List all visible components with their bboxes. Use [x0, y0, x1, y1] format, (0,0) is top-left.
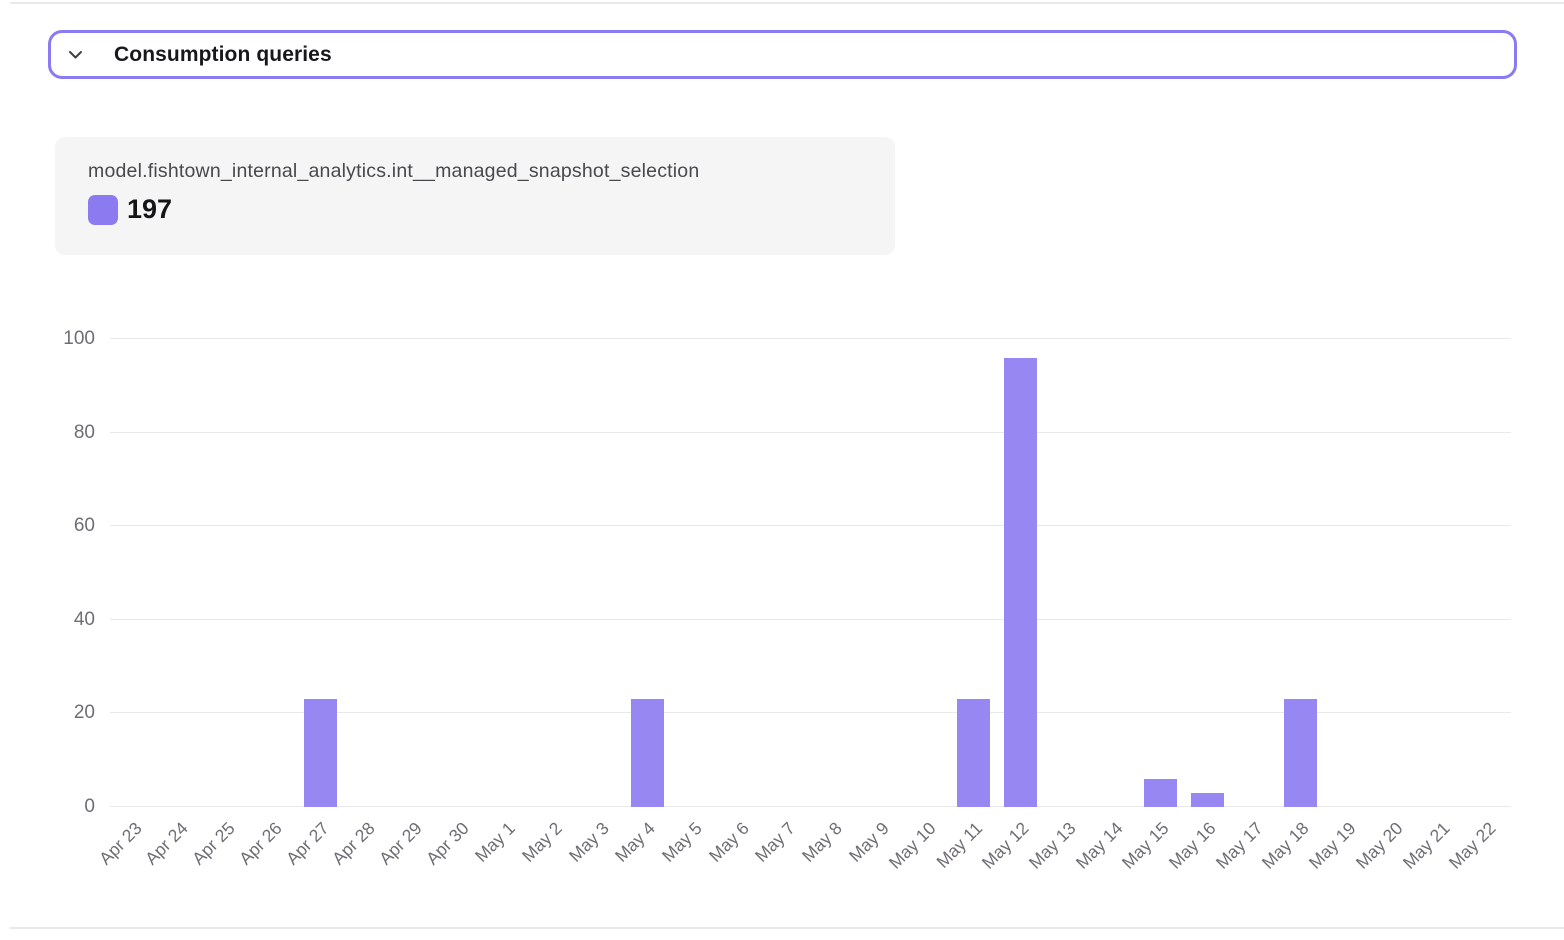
y-axis-tick-label-80: 80: [73, 421, 95, 443]
top-divider: [10, 2, 1564, 4]
gridline-y-20: [110, 712, 1511, 714]
x-axis-tick-label: May 17: [1211, 818, 1267, 873]
x-axis-tick-label: Apr 28: [328, 818, 379, 869]
bar-may-11[interactable]: [957, 699, 991, 807]
series-color-swatch-icon: [88, 194, 118, 225]
y-axis-tick-label-40: 40: [73, 608, 95, 630]
chevron-down-icon: [66, 45, 85, 64]
x-axis-tick-label: May 6: [704, 818, 753, 866]
x-axis-tick-label: May 13: [1024, 818, 1080, 873]
gridline-y-80: [110, 431, 1511, 433]
bar-chart-plot-area: 0 20 40 60 80 100 Apr 23 Apr 24 Apr 25 Apr 26 Apr …: [63, 328, 1511, 873]
gridline-y-0: [110, 806, 1511, 807]
x-axis-tick-label: May 1: [471, 818, 520, 866]
y-axis-tick-label-20: 20: [73, 702, 95, 724]
x-axis-tick-label: May 11: [932, 818, 987, 872]
series-value-row: 197: [88, 194, 895, 225]
gridline-y-40: [110, 618, 1511, 620]
series-label: model.fishtown_internal_analytics.int__m…: [88, 160, 700, 182]
x-axis-tick-label: Apr 26: [234, 818, 286, 869]
x-axis-tick-label: Apr 23: [94, 818, 146, 869]
x-axis-tick-label: May 19: [1304, 818, 1360, 873]
y-axis-tick-label-0: 0: [84, 796, 95, 817]
x-axis-tick-label: May 15: [1118, 818, 1173, 873]
x-axis-tick-label: May 20: [1351, 818, 1407, 873]
bar-may-18[interactable]: [1284, 699, 1318, 807]
bar-may-12[interactable]: [1004, 357, 1038, 807]
series-total-value: 197: [127, 194, 173, 224]
x-axis-tick-label: May 5: [658, 818, 706, 866]
bar-apr-27[interactable]: [303, 699, 337, 807]
x-axis-tick-label: May 16: [1164, 818, 1220, 873]
x-axis-tick-label: May 22: [1445, 818, 1500, 873]
gridline-y-100: [110, 338, 1511, 339]
y-axis-tick-label-100: 100: [63, 328, 95, 349]
bottom-divider: [10, 927, 1564, 929]
x-axis-tick-label: May 2: [517, 818, 566, 866]
bar-may-16[interactable]: [1190, 792, 1224, 807]
x-axis-tick-label: May 18: [1258, 818, 1313, 873]
x-axis-tick-label: May 4: [611, 818, 660, 866]
x-axis-tick-label: Apr 29: [375, 818, 426, 869]
x-axis-tick-label: May 14: [1071, 818, 1127, 873]
x-axis-tick-label: May 10: [884, 818, 940, 873]
x-axis-tick-label: Apr 30: [421, 818, 473, 869]
x-axis-tick-label: May 21: [1398, 818, 1454, 873]
x-axis-tick-label: May 8: [798, 818, 846, 866]
consumption-queries-section-header[interactable]: Consumption queries: [48, 30, 1517, 79]
section-title: Consumption queries: [114, 42, 332, 66]
gridline-y-60: [110, 525, 1511, 527]
bar-may-15[interactable]: [1144, 778, 1178, 807]
x-axis-tick-label: May 7: [751, 818, 800, 866]
x-axis-tick-label: Apr 27: [281, 818, 333, 869]
bar-may-4[interactable]: [630, 699, 664, 807]
x-axis-tick-label: Apr 24: [141, 818, 193, 869]
y-axis-tick-label-60: 60: [73, 515, 95, 537]
x-axis-tick-label: May 12: [978, 818, 1033, 873]
x-axis-tick-label: May 3: [564, 818, 613, 866]
chart-tooltip-card: model.fishtown_internal_analytics.int__m…: [55, 137, 895, 255]
x-axis-tick-label: Apr 25: [188, 818, 239, 869]
